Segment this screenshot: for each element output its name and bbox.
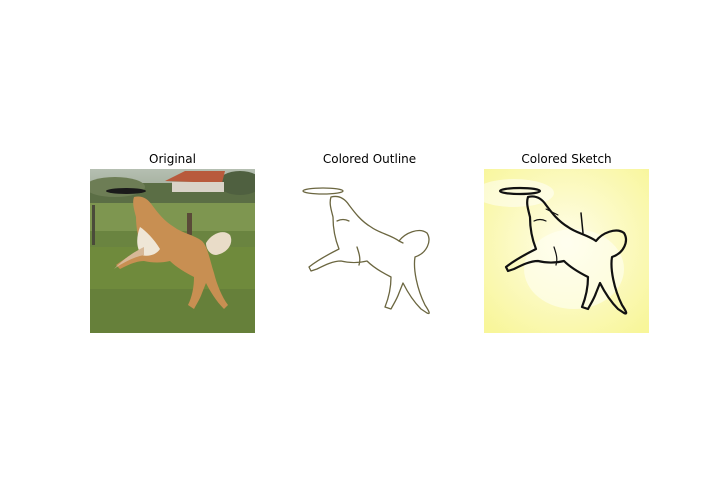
original-photo (90, 169, 255, 333)
colored-outline-image (287, 169, 452, 333)
panel-title-colored-sketch: Colored Sketch (521, 152, 612, 166)
panel-title-original: Original (149, 152, 196, 166)
colored-sketch-image (484, 169, 649, 333)
panel-title-colored-outline: Colored Outline (322, 152, 417, 166)
